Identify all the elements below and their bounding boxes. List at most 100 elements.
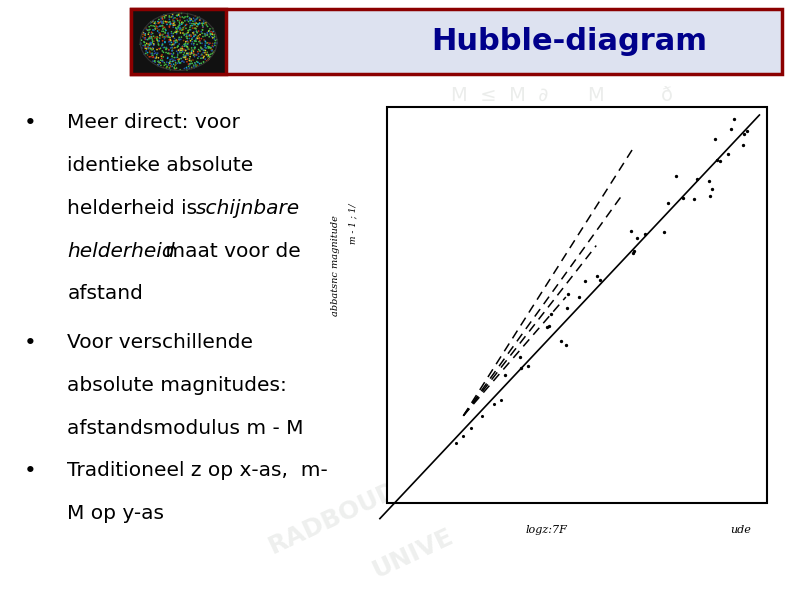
Point (172, 35, 185, 44)
Point (190, 60, 202, 70)
Point (185, 32, 198, 41)
Point (181, 49, 194, 58)
Text: Hubble-diagram: Hubble-diagram (432, 27, 707, 56)
Point (141, 26, 154, 35)
Point (189, 24, 202, 33)
Point (145, 17, 157, 27)
Point (161, 53, 174, 62)
Point (175, 43, 187, 53)
Point (175, 57, 188, 66)
Point (167, 19, 179, 29)
Point (203, 39, 216, 48)
Point (183, 60, 196, 70)
Point (179, 51, 192, 60)
Point (209, 40, 222, 50)
Point (140, 35, 152, 44)
Point (151, 36, 164, 45)
Point (162, 29, 175, 38)
Point (180, 32, 193, 41)
Point (181, 36, 194, 46)
Point (142, 30, 155, 39)
Point (139, 40, 152, 50)
Point (189, 16, 202, 26)
Point (197, 48, 210, 57)
Point (145, 18, 157, 27)
Point (143, 34, 156, 43)
Point (171, 27, 183, 36)
Point (191, 13, 204, 23)
Point (183, 49, 195, 59)
Point (191, 27, 203, 36)
Point (189, 36, 202, 46)
Point (142, 43, 155, 52)
Point (163, 35, 175, 45)
Point (188, 23, 201, 33)
Point (202, 26, 215, 36)
Point (191, 50, 203, 60)
Point (178, 42, 191, 51)
Point (209, 29, 222, 39)
Point (156, 14, 168, 23)
Point (207, 48, 220, 58)
Point (153, 30, 166, 40)
Point (193, 15, 206, 25)
Point (161, 54, 174, 63)
Point (173, 58, 186, 68)
Point (147, 51, 160, 60)
Point (148, 32, 160, 41)
Point (157, 18, 170, 28)
Point (187, 51, 200, 60)
Point (174, 65, 187, 74)
Point (164, 12, 177, 22)
Point (202, 55, 214, 65)
Text: absolute magnitudes:: absolute magnitudes: (67, 376, 287, 395)
Point (142, 43, 155, 52)
Point (192, 45, 205, 54)
Text: afstand: afstand (67, 284, 144, 303)
Point (199, 41, 212, 51)
Point (191, 40, 203, 49)
Point (163, 32, 175, 42)
Point (161, 32, 174, 42)
Point (192, 52, 205, 61)
Point (190, 18, 202, 28)
Point (164, 36, 176, 46)
Point (164, 55, 176, 64)
Point (200, 30, 213, 39)
Point (156, 22, 169, 32)
Point (182, 51, 195, 60)
Point (137, 32, 149, 42)
Point (147, 52, 160, 62)
Point (185, 39, 198, 49)
Point (139, 29, 152, 39)
Point (163, 12, 175, 22)
Point (160, 60, 172, 69)
Point (159, 27, 172, 37)
Point (152, 28, 165, 37)
Point (182, 26, 195, 35)
Point (156, 46, 168, 56)
Point (164, 62, 177, 71)
Point (193, 12, 206, 22)
Point (190, 30, 202, 40)
Point (171, 24, 183, 34)
Point (159, 37, 172, 47)
Point (178, 52, 191, 61)
Point (202, 49, 214, 59)
Point (159, 17, 172, 26)
Point (178, 51, 191, 61)
Point (180, 65, 193, 74)
Point (208, 34, 221, 43)
Point (165, 32, 178, 41)
Point (167, 40, 179, 49)
Point (181, 39, 194, 48)
Point (186, 37, 198, 46)
Point (200, 30, 213, 40)
Point (135, 36, 148, 45)
Point (152, 36, 165, 46)
Point (156, 14, 169, 24)
Point (153, 33, 166, 43)
Point (144, 40, 156, 49)
Point (164, 61, 176, 70)
Point (199, 46, 212, 55)
